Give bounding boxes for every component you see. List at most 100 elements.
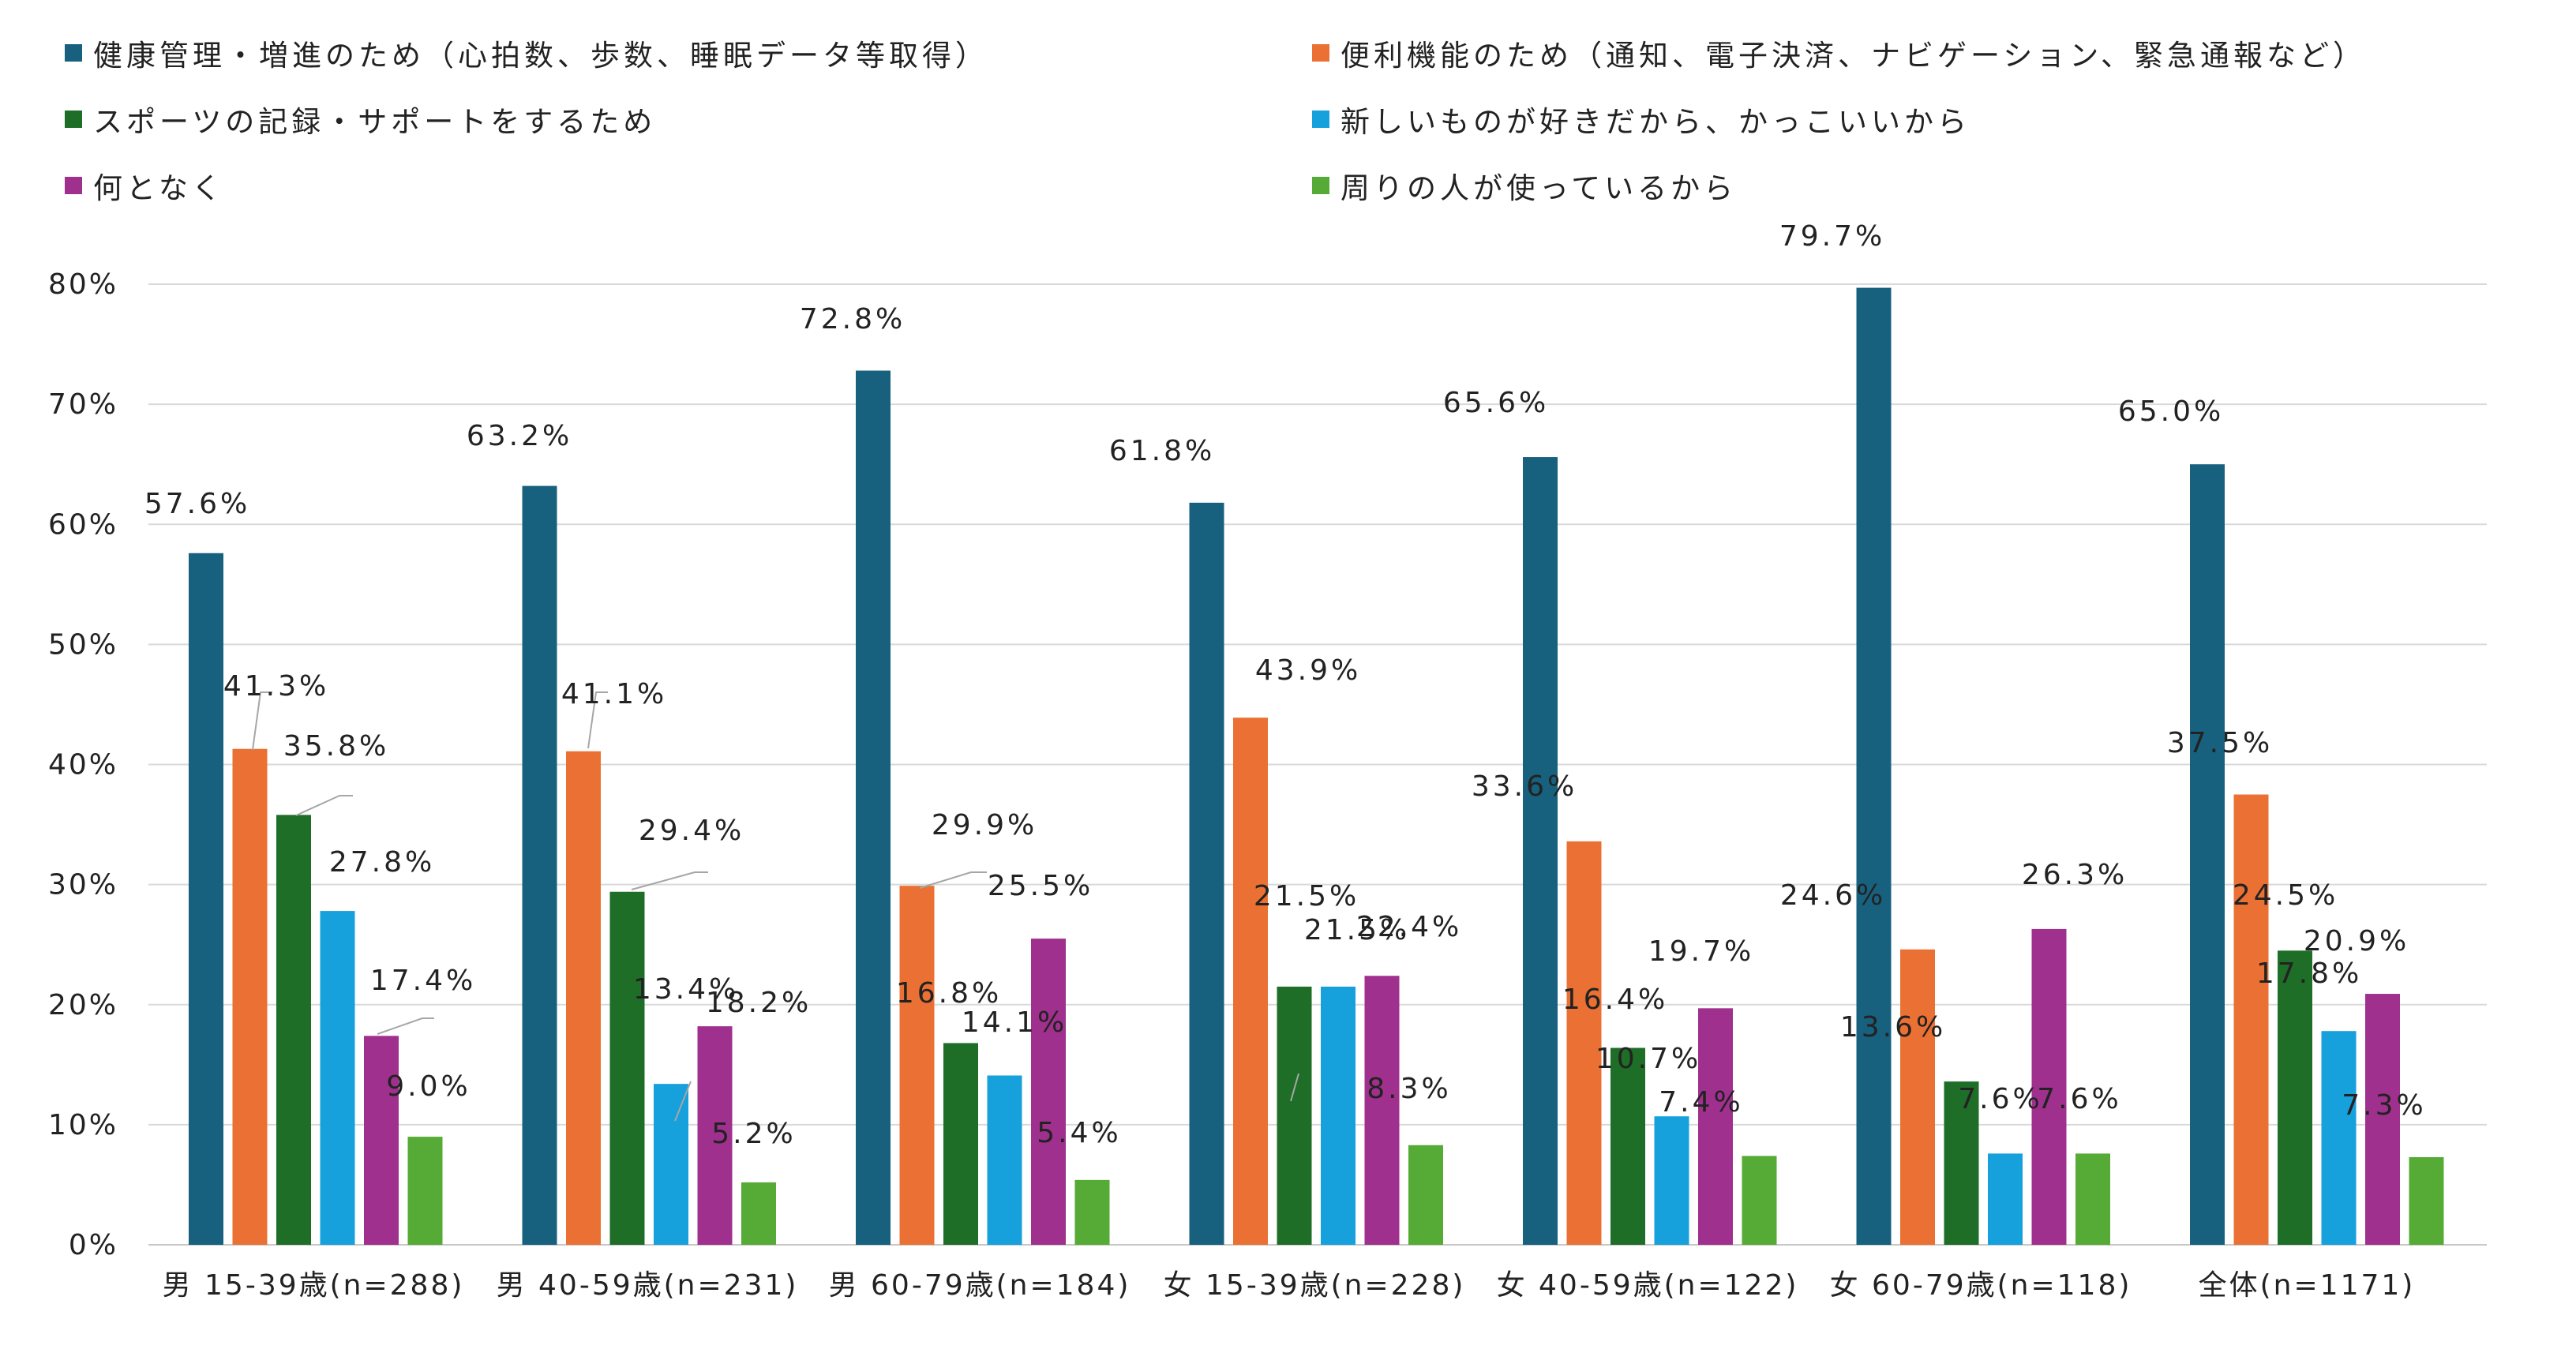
legend-item: 周りの人が使っているから: [1312, 158, 1737, 213]
data-label: 33.6%: [1472, 770, 1577, 803]
bar: [1988, 1153, 2023, 1245]
y-tick-label: 10%: [48, 1109, 118, 1141]
leader-line: [377, 1017, 434, 1035]
bar: [566, 751, 601, 1245]
y-tick-label: 80%: [48, 268, 118, 301]
legend-swatch: [1312, 111, 1329, 128]
legend-label: スポーツの記録・サポートをするため: [93, 105, 657, 139]
data-label: 27.8%: [329, 846, 435, 879]
data-label: 13.4%: [633, 973, 739, 1006]
data-label: 5.4%: [1037, 1117, 1121, 1149]
y-tick-label: 20%: [48, 989, 118, 1021]
bar: [2075, 1153, 2110, 1245]
bar: [1189, 502, 1224, 1245]
bar: [1408, 1145, 1443, 1245]
x-category-label: 全体(n=1171): [2199, 1269, 2416, 1302]
chart-legend: 健康管理・増進のため（心拍数、歩数、睡眠データ等取得） 便利機能のため（通知、電子…: [65, 25, 2512, 215]
bar: [856, 370, 891, 1245]
data-label: 16.8%: [896, 977, 1002, 1010]
legend-swatch: [65, 111, 82, 128]
bar: [1610, 1047, 1645, 1245]
data-label: 41.3%: [223, 670, 329, 703]
bar: [609, 891, 645, 1245]
data-label: 17.4%: [370, 965, 476, 997]
x-category-label: 男 40-59歳(n=231): [497, 1269, 799, 1302]
data-label: 17.8%: [2256, 957, 2362, 990]
legend-swatch: [1312, 177, 1329, 194]
legend-item: 便利機能のため（通知、電子決済、ナビゲーション、緊急通報など）: [1312, 25, 2366, 81]
x-category-label: 女 15-39歳(n=228): [1164, 1269, 1466, 1302]
data-label: 41.1%: [561, 678, 667, 710]
data-label: 57.6%: [144, 488, 250, 520]
data-label: 63.2%: [467, 420, 572, 452]
data-label: 61.8%: [1109, 435, 1215, 467]
data-label: 65.0%: [2118, 395, 2224, 428]
bar: [522, 485, 557, 1245]
leader-line: [631, 871, 708, 890]
bar: [943, 1043, 978, 1245]
data-label: 21.5%: [1254, 880, 1359, 912]
data-label: 22.4%: [1356, 911, 1462, 943]
bar: [2278, 950, 2312, 1245]
bar: [364, 1036, 399, 1245]
data-label: 7.6%: [1958, 1083, 2042, 1115]
bar: [654, 1084, 688, 1245]
y-tick-label: 40%: [48, 749, 118, 781]
bar: [407, 1137, 443, 1245]
data-label: 79.7%: [1779, 220, 1885, 253]
bar: [1074, 1179, 1110, 1245]
bar: [1698, 1008, 1733, 1245]
leader-line: [674, 1081, 692, 1122]
bar: [320, 911, 355, 1245]
bar: [1654, 1116, 1689, 1245]
bar: [1233, 718, 1268, 1245]
data-label: 5.2%: [711, 1118, 796, 1150]
data-label: 25.5%: [988, 870, 1093, 902]
data-label: 13.6%: [1840, 1011, 1946, 1044]
legend-item: 健康管理・増進のため（心拍数、歩数、睡眠データ等取得）: [65, 25, 988, 81]
data-label: 43.9%: [1255, 654, 1361, 687]
data-label: 9.0%: [386, 1070, 471, 1103]
bar: [2031, 928, 2067, 1245]
y-tick-label: 70%: [48, 388, 118, 421]
legend-label: 周りの人が使っているから: [1340, 171, 1738, 205]
x-category-label: 女 60-79歳(n=118): [1830, 1269, 2132, 1302]
bar: [232, 748, 268, 1245]
bar: [741, 1182, 776, 1245]
data-label: 18.2%: [706, 987, 812, 1019]
bar: [1277, 986, 1312, 1245]
bar: [2233, 794, 2269, 1245]
leader-line: [252, 691, 272, 751]
y-tick-label: 60%: [48, 508, 118, 541]
legend-item: 新しいものが好きだから、かっこいいから: [1312, 92, 1970, 147]
legend-label: 健康管理・増進のため（心拍数、歩数、睡眠データ等取得）: [93, 39, 988, 73]
leader-line: [1290, 1073, 1299, 1102]
bar: [2409, 1156, 2444, 1245]
data-label: 7.4%: [1659, 1086, 1743, 1119]
data-label: 16.4%: [1562, 984, 1668, 1016]
bar: [899, 886, 935, 1245]
bar: [1856, 287, 1892, 1246]
bar: [987, 1075, 1022, 1245]
data-label: 29.9%: [932, 809, 1037, 841]
leader-line: [587, 691, 608, 749]
bar: [1523, 457, 1558, 1245]
bar: [1944, 1081, 1979, 1245]
y-tick-label: 30%: [48, 869, 118, 901]
data-label: 24.6%: [1780, 879, 1886, 912]
bar: [2190, 464, 2225, 1245]
bar: [1031, 939, 1066, 1245]
data-label: 20.9%: [2304, 925, 2409, 957]
bar: [189, 553, 223, 1245]
data-label: 35.8%: [283, 730, 389, 763]
bar: [1742, 1156, 1777, 1245]
data-label: 26.3%: [2022, 859, 2128, 891]
data-label: 21.5%: [1304, 914, 1410, 946]
data-label: 10.7%: [1595, 1043, 1701, 1075]
leader-line: [919, 871, 987, 889]
x-category-label: 女 40-59歳(n=122): [1497, 1269, 1799, 1302]
legend-item: 何となく: [65, 158, 225, 213]
data-label: 14.1%: [962, 1006, 1067, 1039]
data-label: 19.7%: [1648, 935, 1754, 968]
